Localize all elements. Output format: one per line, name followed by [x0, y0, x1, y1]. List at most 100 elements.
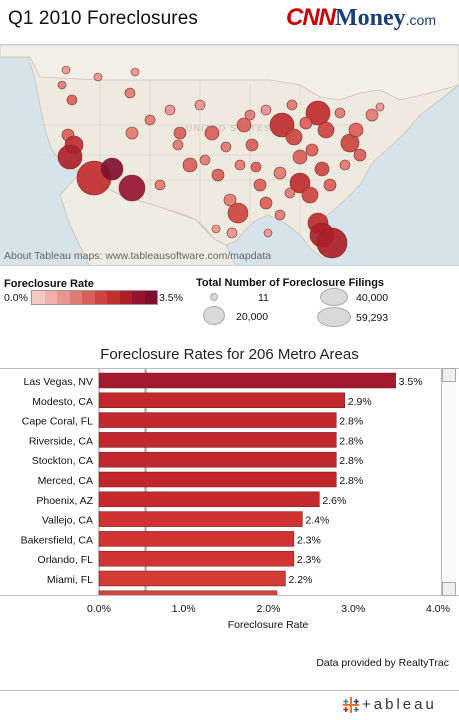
us-foreclosure-map[interactable]: UNITED STATES	[0, 44, 459, 266]
bar[interactable]	[98, 372, 396, 389]
bar-category-label: Cape Coral, FL	[22, 416, 93, 428]
map-bubble[interactable]	[289, 172, 311, 194]
map-bubble[interactable]	[61, 65, 71, 75]
map-credit[interactable]: About Tableau maps: www.tableausoftware.…	[4, 250, 272, 262]
map-bubble[interactable]	[57, 80, 67, 90]
map-bubble[interactable]	[118, 174, 146, 202]
map-bubble[interactable]	[292, 149, 308, 165]
map-bubble[interactable]	[194, 99, 206, 111]
map-bubble[interactable]	[130, 67, 140, 77]
map-bubble[interactable]	[285, 128, 303, 146]
bar[interactable]	[98, 392, 346, 409]
size-legend-label-20000: 20,000	[236, 311, 269, 323]
map-bubble[interactable]	[365, 108, 379, 122]
rate-swatch-8	[132, 291, 145, 304]
map-bubble[interactable]	[223, 193, 237, 207]
size-legend-circle-40000	[320, 288, 348, 306]
map-bubble[interactable]	[172, 139, 184, 151]
map-bubble[interactable]	[353, 148, 367, 162]
bar-category-label: Orlando, FL	[38, 554, 94, 566]
tableau-cross-icon	[343, 697, 359, 713]
bar[interactable]	[98, 590, 278, 596]
map-bubble[interactable]	[250, 161, 262, 173]
scroll-up-arrow-icon[interactable]	[442, 368, 456, 382]
bar[interactable]	[98, 511, 303, 527]
map-bubble[interactable]	[199, 154, 211, 166]
map-bubble[interactable]	[269, 112, 295, 138]
map-bubble[interactable]	[339, 159, 351, 171]
map-bubble[interactable]	[305, 100, 331, 126]
cnnmoney-logo[interactable]: CNNMoney.com	[286, 4, 456, 36]
bar[interactable]	[98, 570, 286, 587]
map-bubble[interactable]	[93, 72, 103, 82]
map-bubble[interactable]	[273, 166, 287, 180]
map-bubble[interactable]	[334, 107, 346, 119]
map-country-label: UNITED STATES	[186, 123, 271, 133]
bar[interactable]	[98, 432, 337, 448]
map-bubble[interactable]	[299, 116, 313, 130]
map-bubble[interactable]	[259, 196, 273, 210]
map-bubble[interactable]	[100, 157, 124, 181]
rate-legend-max: 3.5%	[159, 292, 183, 304]
map-bubble[interactable]	[348, 122, 364, 138]
map-bubble[interactable]	[211, 168, 225, 182]
map-bubble[interactable]	[375, 102, 385, 112]
map-bubble[interactable]	[226, 227, 238, 239]
land-canada	[0, 45, 459, 101]
map-bubble[interactable]	[263, 228, 273, 238]
map-bubble[interactable]	[66, 94, 78, 106]
map-bubble[interactable]	[253, 178, 267, 192]
map-bubble[interactable]	[274, 209, 286, 221]
size-legend-title: Total Number of Foreclosure Filings	[196, 277, 385, 289]
bar[interactable]	[98, 491, 320, 508]
map-bubble[interactable]	[236, 117, 252, 133]
bar-category-label: Modesto, CA	[32, 396, 93, 408]
rate-swatch-1	[44, 291, 57, 304]
map-bubble[interactable]	[317, 121, 335, 139]
bar-category-label: Merced, CA	[38, 475, 93, 487]
map-bubble[interactable]	[124, 87, 136, 99]
size-legend-label-59293: 59,293	[356, 312, 389, 324]
map-bubble[interactable]	[305, 143, 319, 157]
map-bubble[interactable]	[244, 109, 256, 121]
map-bubble[interactable]	[316, 227, 348, 259]
map-bubble[interactable]	[173, 126, 187, 140]
map-bubble[interactable]	[182, 157, 198, 173]
map-bubble[interactable]	[323, 178, 337, 192]
bar[interactable]	[98, 531, 295, 547]
x-axis-title: Foreclosure Rate	[227, 619, 309, 631]
map-bubble[interactable]	[144, 114, 156, 126]
map-bubble[interactable]	[211, 224, 221, 234]
page-title: Q1 2010 Foreclosures	[8, 8, 198, 29]
map-bubble[interactable]	[286, 99, 298, 111]
rate-legend-min: 0.0%	[4, 292, 28, 304]
bar-chart-frame[interactable]: Las Vegas, NV 3.5% Modesto, CA 2.9% Cape Cor…	[0, 368, 459, 596]
map-bubble[interactable]	[220, 141, 232, 153]
brand-money: Money	[335, 5, 406, 31]
map-bubble[interactable]	[284, 187, 296, 199]
map-bubble[interactable]	[245, 138, 259, 152]
scroll-down-arrow-icon[interactable]	[442, 582, 456, 596]
bar[interactable]	[98, 471, 337, 488]
map-bubble[interactable]	[125, 126, 139, 140]
map-bubble[interactable]	[164, 104, 176, 116]
map-bubble[interactable]	[314, 161, 330, 177]
bar-category-label: Miami, FL	[47, 574, 93, 586]
bar[interactable]	[98, 412, 337, 428]
rate-swatch-7	[119, 291, 132, 304]
map-bubble[interactable]	[57, 144, 83, 170]
x-tick-label: 3.0%	[341, 603, 365, 615]
bar[interactable]	[98, 451, 337, 468]
map-bubble[interactable]	[154, 179, 166, 191]
map-bubble[interactable]	[227, 202, 249, 224]
map-bubble[interactable]	[204, 125, 220, 141]
bar-category-label: Las Vegas, NV	[24, 376, 93, 388]
map-bubble[interactable]	[234, 159, 246, 171]
map-bubbles[interactable]	[57, 65, 385, 259]
map-bubble[interactable]	[301, 186, 319, 204]
chart-scrollbar[interactable]	[441, 368, 456, 596]
bar-value-label: 2.8%	[339, 455, 363, 467]
map-bubble[interactable]	[260, 104, 272, 116]
tableau-logo[interactable]: +ableau	[340, 694, 456, 716]
bar[interactable]	[98, 550, 295, 567]
